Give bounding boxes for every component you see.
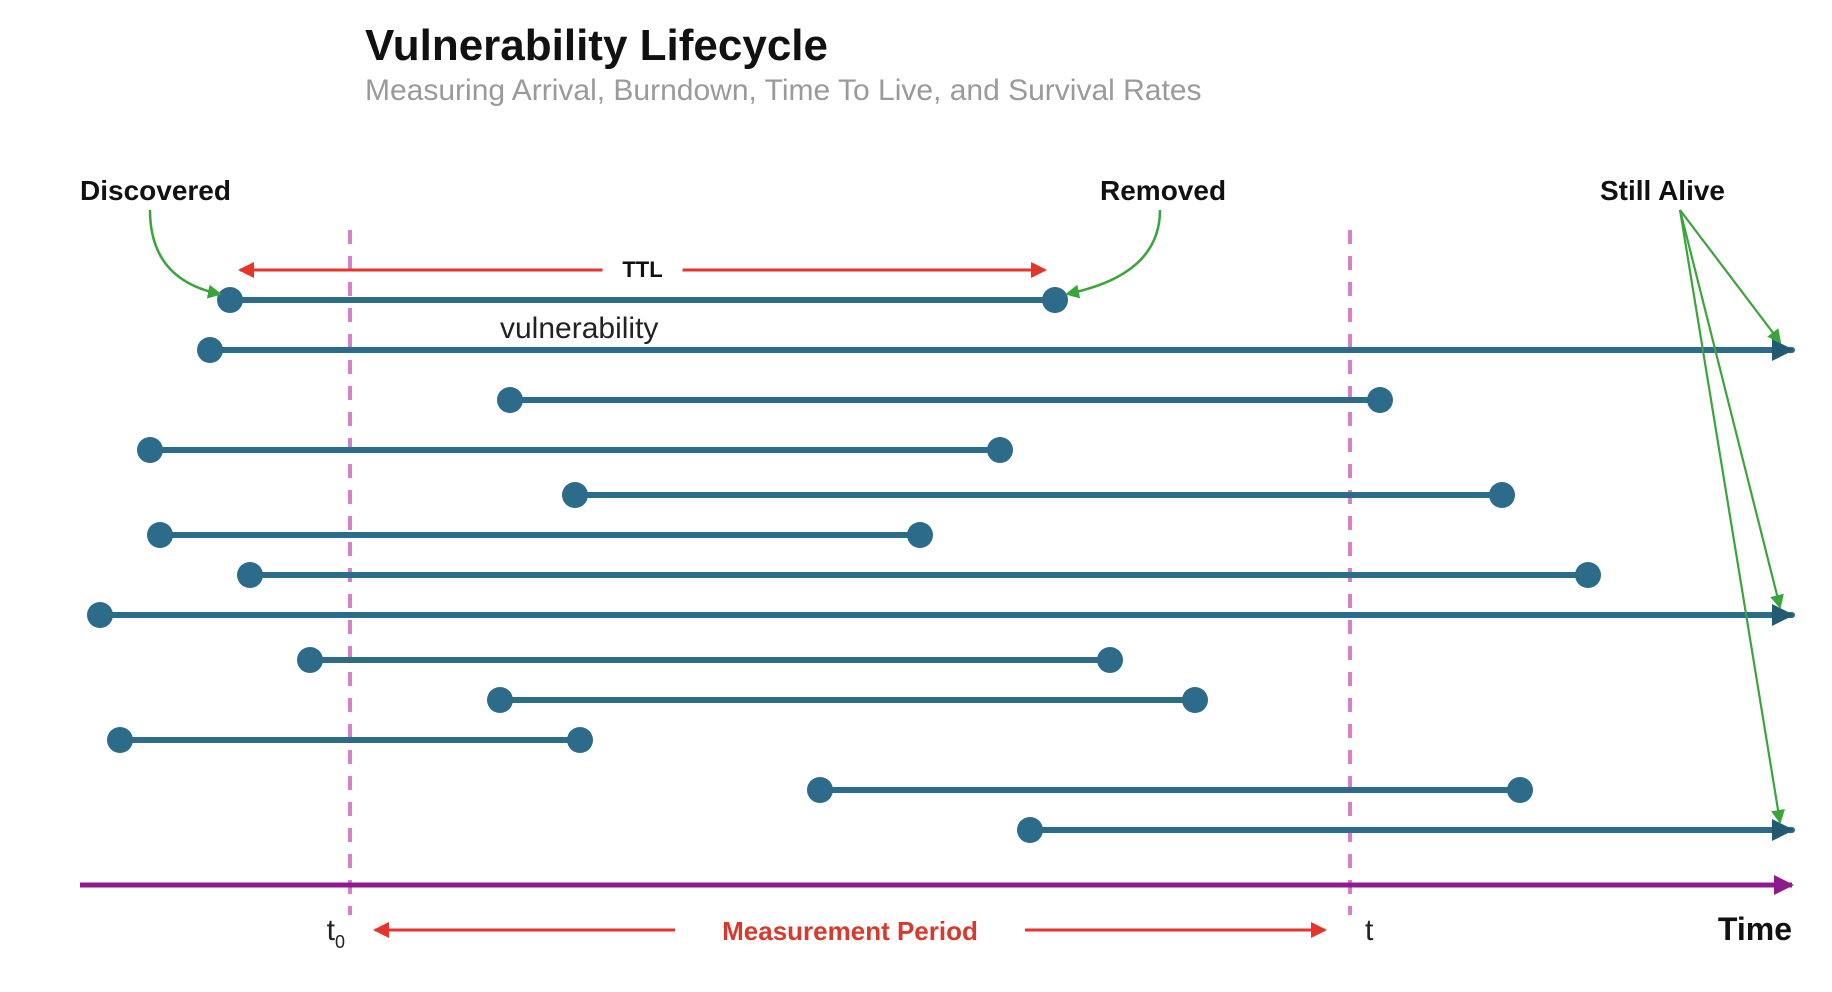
vulnerability-lane <box>497 387 1393 413</box>
vulnerability-lane <box>197 337 1792 363</box>
callout-still-alive <box>1680 210 1780 607</box>
end-dot <box>1489 482 1515 508</box>
end-dot <box>1507 777 1533 803</box>
end-dot <box>567 727 593 753</box>
vulnerability-lane <box>1017 817 1792 843</box>
label-measurement-period: Measurement Period <box>722 916 978 946</box>
start-dot <box>87 602 113 628</box>
start-dot <box>197 337 223 363</box>
start-dot <box>147 522 173 548</box>
end-dot <box>1097 647 1123 673</box>
vulnerability-lane <box>807 777 1533 803</box>
vulnerability-lanes <box>87 287 1792 843</box>
label-t: t <box>1365 914 1374 947</box>
start-dot <box>107 727 133 753</box>
label-ttl: TTL <box>622 257 662 282</box>
start-dot <box>487 687 513 713</box>
callout-still-alive <box>1680 210 1780 822</box>
end-dot <box>1182 687 1208 713</box>
vulnerability-lane <box>217 287 1068 313</box>
start-dot <box>137 437 163 463</box>
vulnerability-lane <box>147 522 933 548</box>
end-dot <box>987 437 1013 463</box>
start-dot <box>807 777 833 803</box>
start-dot <box>497 387 523 413</box>
vulnerability-lane <box>137 437 1013 463</box>
start-dot <box>562 482 588 508</box>
start-dot <box>1017 817 1043 843</box>
start-dot <box>297 647 323 673</box>
start-dot <box>217 287 243 313</box>
diagram-subtitle: Measuring Arrival, Burndown, Time To Liv… <box>365 74 1202 107</box>
vulnerability-lane <box>237 562 1601 588</box>
start-dot <box>237 562 263 588</box>
vulnerability-lane <box>487 687 1208 713</box>
label-vulnerability: vulnerability <box>500 312 658 345</box>
end-dot <box>907 522 933 548</box>
vulnerability-lane <box>87 602 1792 628</box>
callout-discovered <box>150 210 220 294</box>
label-removed: Removed <box>1100 175 1226 206</box>
vulnerability-lane <box>562 482 1515 508</box>
end-dot <box>1042 287 1068 313</box>
callout-still-alive <box>1680 210 1780 342</box>
diagram-stage: Vulnerability Lifecycle Measuring Arrival… <box>0 0 1832 992</box>
end-dot <box>1575 562 1601 588</box>
vulnerability-lane <box>297 647 1123 673</box>
label-still-alive: Still Alive <box>1600 175 1725 206</box>
label-t0: t0 <box>327 914 345 952</box>
label-time: Time <box>1718 911 1792 947</box>
diagram-svg: Vulnerability Lifecycle Measuring Arrival… <box>0 0 1832 992</box>
label-discovered: Discovered <box>80 175 231 206</box>
end-dot <box>1367 387 1393 413</box>
callout-removed <box>1067 210 1160 294</box>
diagram-title: Vulnerability Lifecycle <box>365 21 828 70</box>
